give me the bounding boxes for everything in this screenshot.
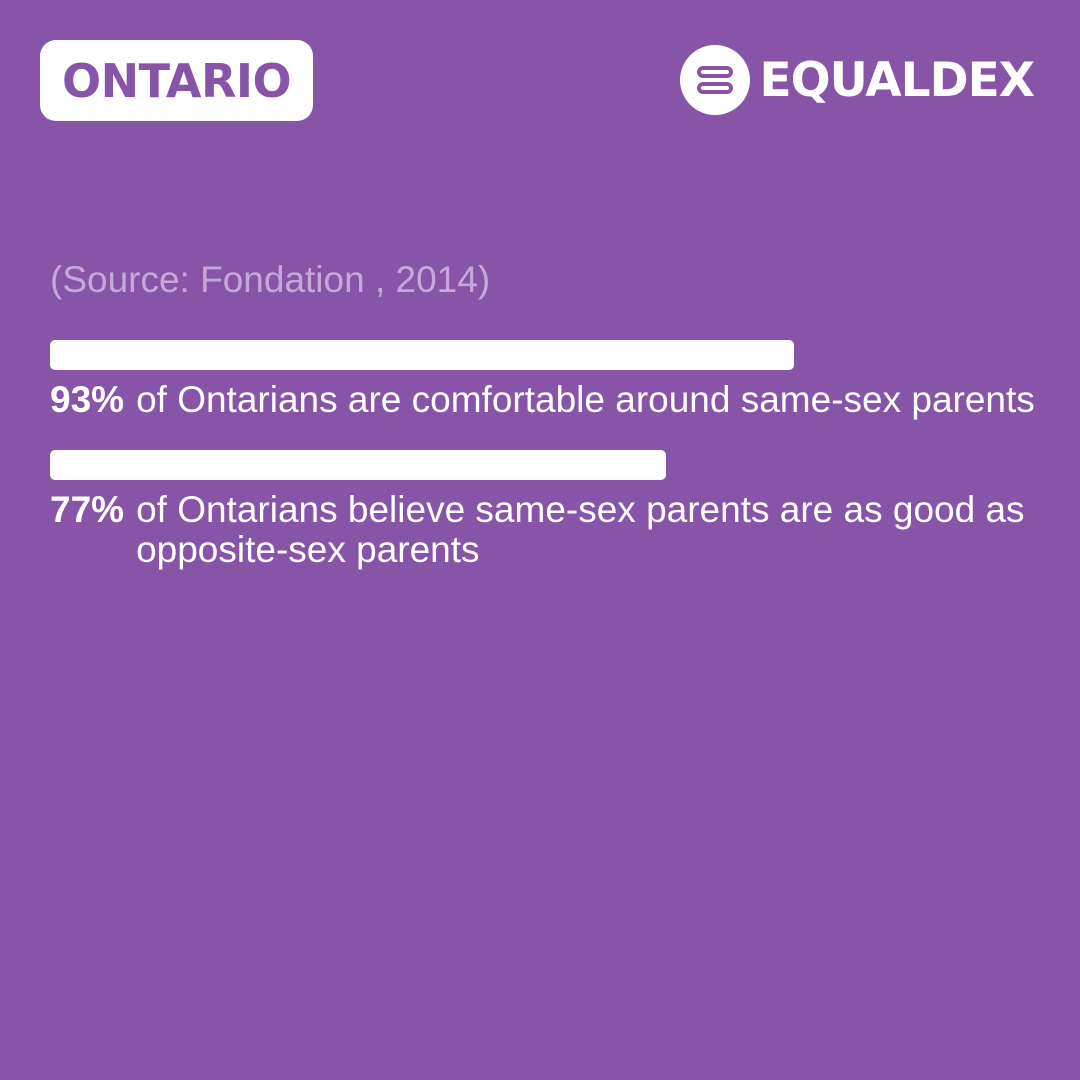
stat-bar-chart: 93% of Ontarians are comfortable around s… — [50, 340, 1040, 600]
stat-bar — [50, 450, 666, 480]
region-badge: ONTARIO — [40, 40, 314, 121]
stat-percent-label: 77% — [50, 489, 125, 530]
brand-name: EQUALDEX — [759, 52, 1035, 108]
stat-text: 93% of Ontarians are comfortable around s… — [50, 380, 1040, 420]
stat-description: of Ontarians believe same-sex parents ar… — [136, 489, 1025, 570]
stat-bar — [50, 340, 794, 370]
region-label: ONTARIO — [62, 53, 292, 108]
equaldex-logo-icon — [679, 45, 750, 115]
source-note: (Source: Fondation , 2014) — [50, 259, 491, 300]
stat-bar-track — [50, 340, 850, 370]
stat-text: 77% of Ontarians believe same-sex parents… — [50, 490, 1040, 570]
stat-percent-label: 93% — [50, 379, 125, 420]
stat-item: 93% of Ontarians are comfortable around s… — [50, 340, 1040, 420]
brand-logo: EQUALDEX — [679, 44, 1035, 116]
stat-description: of Ontarians are comfortable around same… — [136, 379, 1035, 420]
stat-item: 77% of Ontarians believe same-sex parents… — [50, 450, 1040, 570]
stat-bar-track — [50, 450, 850, 480]
